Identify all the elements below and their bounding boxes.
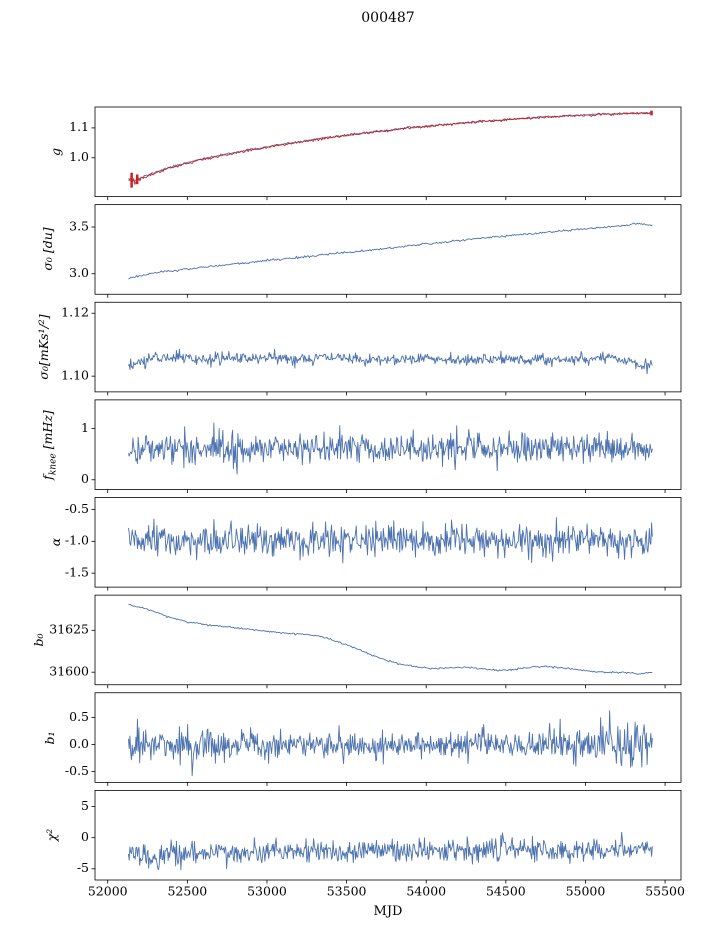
y-axis-label-fknee: fknee [mHz] [39,409,59,480]
y-axis-label-alpha: α [47,538,63,547]
y-axis-label-b0: b₀ [30,633,46,647]
y-axis-label-b1: b₁ [41,731,57,745]
x-axis-label: MJD [373,904,403,919]
y-axis-label-sigma0-du: σ₀ [du] [39,227,55,272]
chart-title: 000487 [361,10,415,26]
y-axis-label-chi2: χ² [43,828,59,842]
y-axis-label-sigma0-mks: σ₀[mKs¹/²] [35,314,51,380]
y-axis-label-g: g [47,147,63,156]
